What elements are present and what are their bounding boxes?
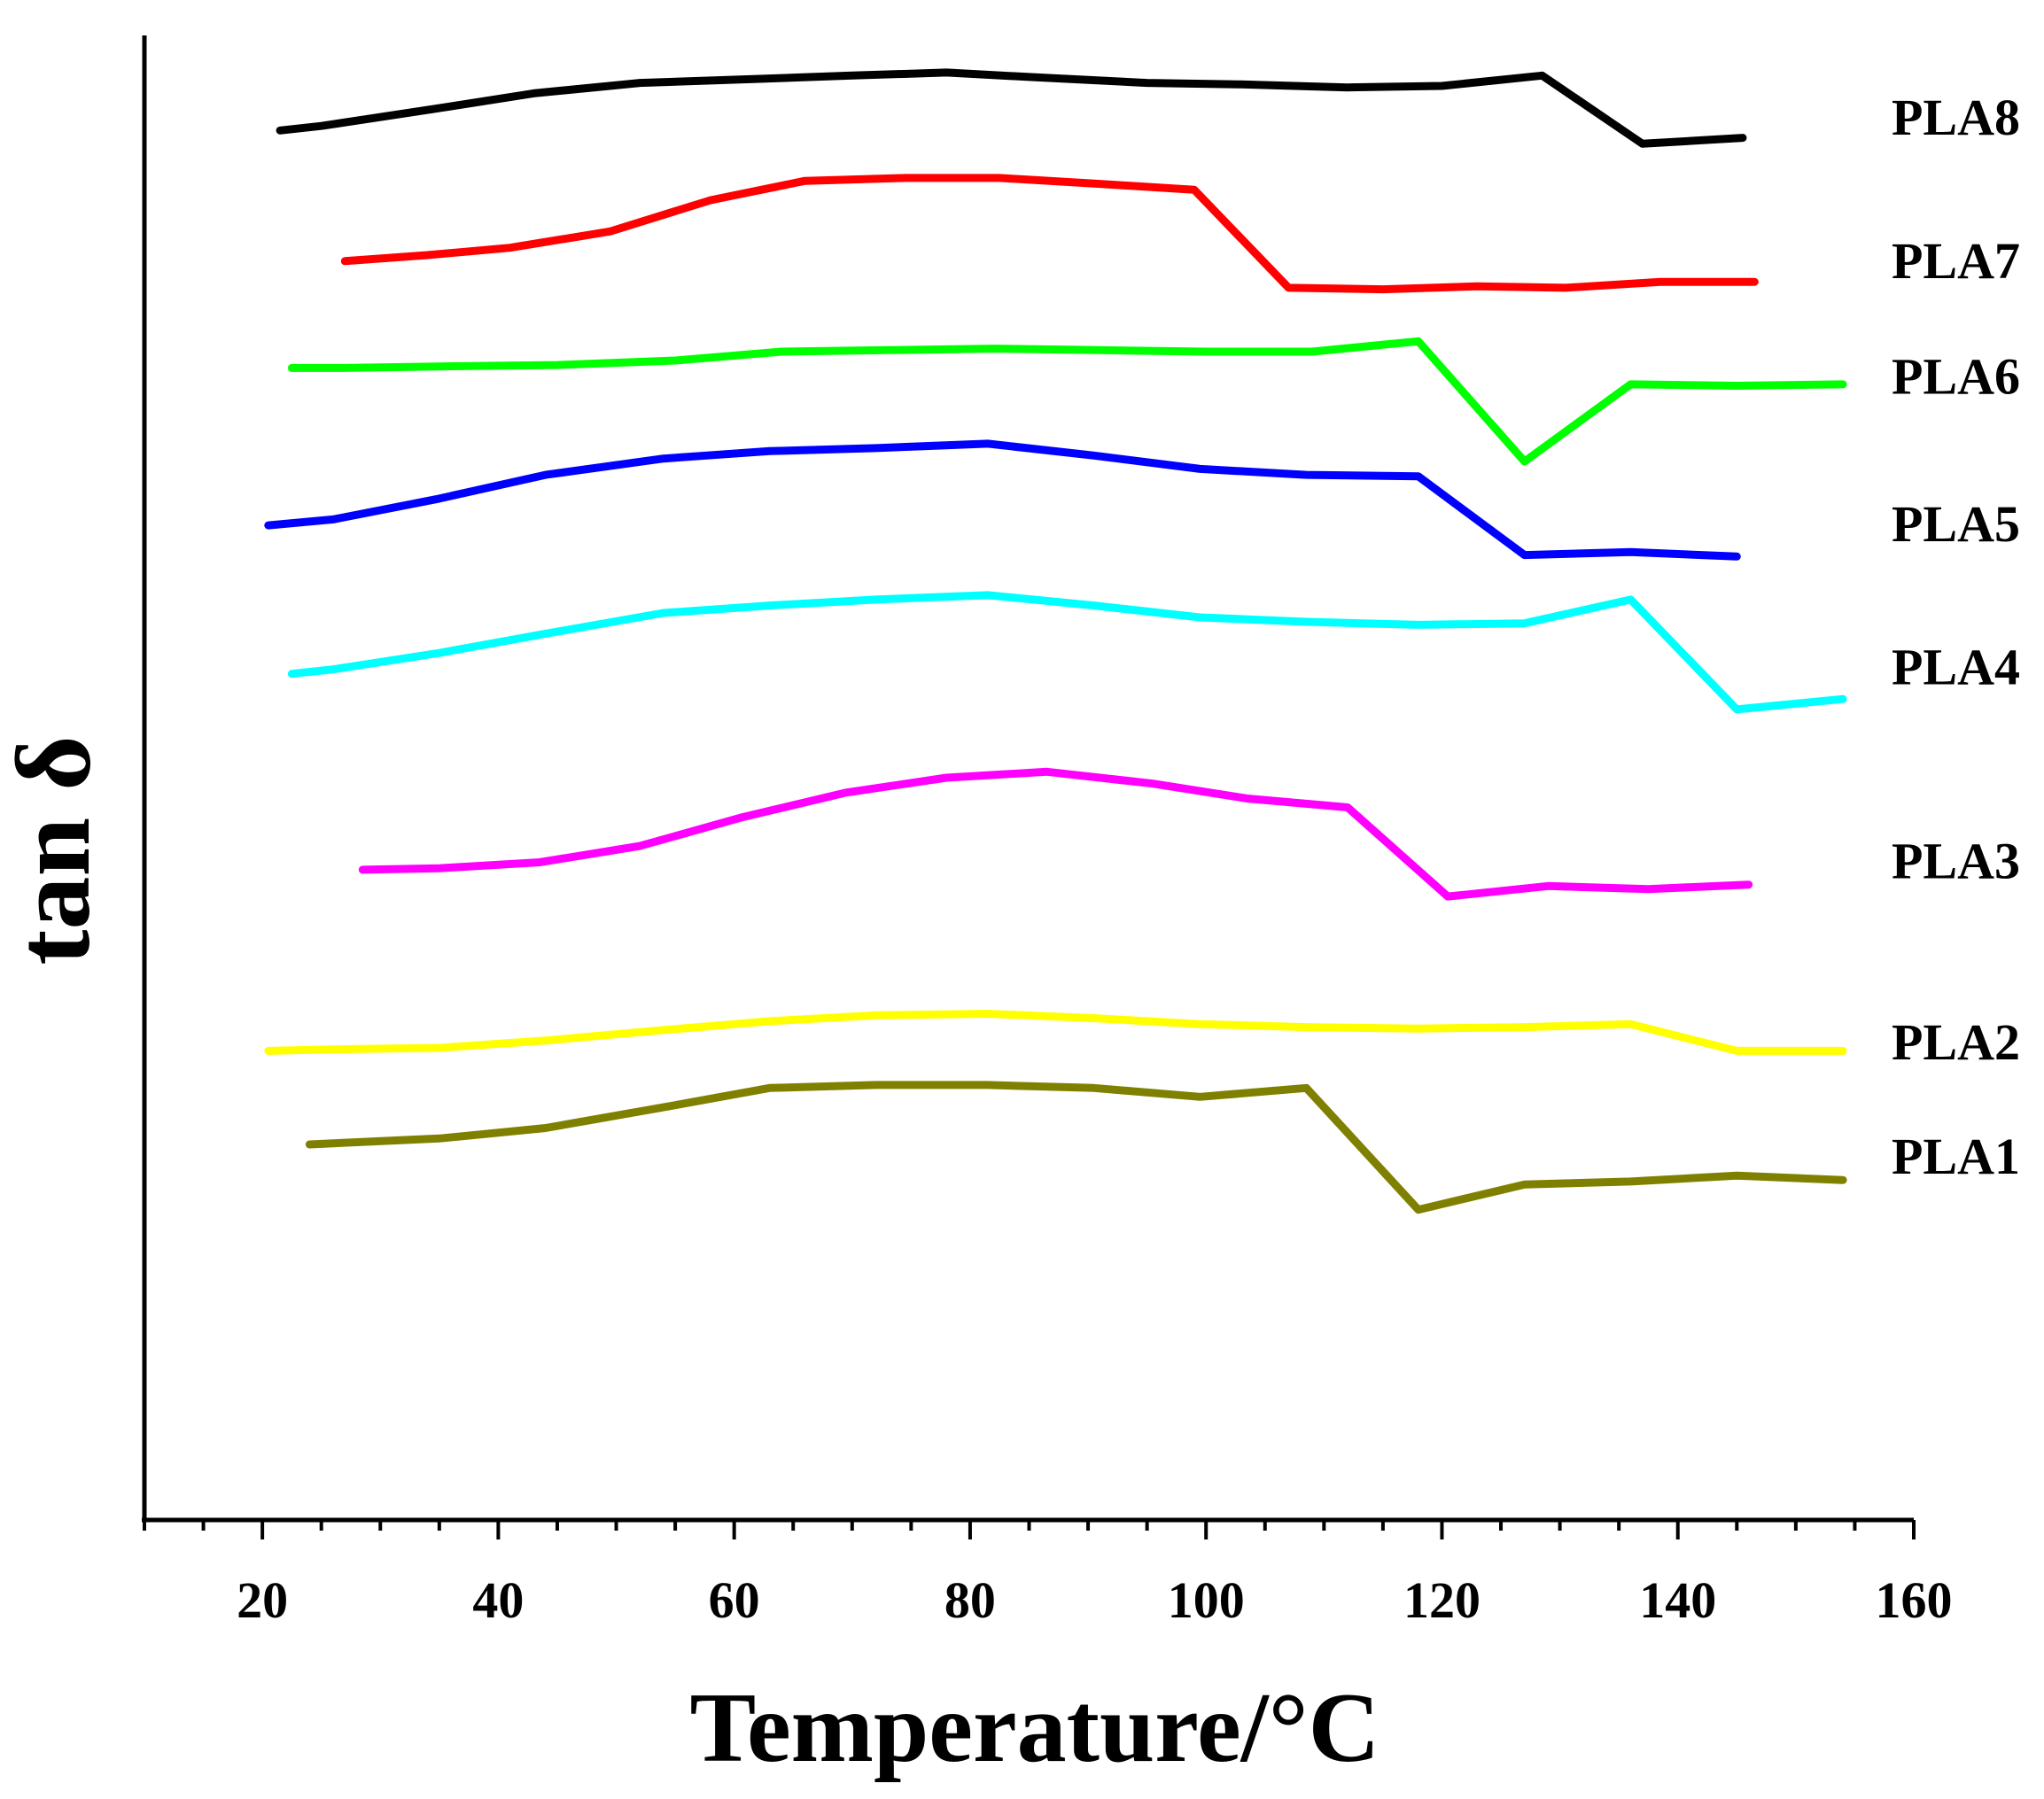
series-label-pla1: PLA1 xyxy=(1892,1128,2020,1185)
y-axis-title: tan δ xyxy=(0,736,112,965)
series-lines xyxy=(264,68,1847,1214)
series-line-pla8 xyxy=(276,68,1747,148)
series-line-pla4 xyxy=(287,591,1847,714)
series-label-pla2: PLA2 xyxy=(1892,1013,2020,1071)
x-tick-label: 60 xyxy=(709,1571,760,1629)
x-axis-title: Temperature/°C xyxy=(690,1673,1380,1783)
series-label-pla4: PLA4 xyxy=(1892,639,2020,696)
x-tick-labels: 20 40 60 80 100 120 140 160 xyxy=(237,1571,1952,1629)
series-label-pla8: PLA8 xyxy=(1892,89,2020,146)
x-tick-label: 120 xyxy=(1403,1571,1481,1629)
x-tick-label: 160 xyxy=(1876,1571,1953,1629)
series-line-pla1 xyxy=(305,1081,1847,1214)
series-labels: PLA8 PLA7 PLA6 PLA5 PLA4 PLA3 PLA2 PLA1 xyxy=(1892,89,2020,1185)
x-tick-label: 140 xyxy=(1639,1571,1716,1629)
series-label-pla5: PLA5 xyxy=(1892,495,2020,553)
x-tick-label: 20 xyxy=(237,1571,288,1629)
x-tick-label: 40 xyxy=(472,1571,524,1629)
series-line-pla7 xyxy=(340,174,1759,294)
series-line-pla5 xyxy=(264,439,1741,561)
series-line-pla3 xyxy=(358,767,1753,901)
series-line-pla6 xyxy=(287,337,1847,466)
series-label-pla6: PLA6 xyxy=(1892,348,2020,406)
series-label-pla3: PLA3 xyxy=(1892,833,2020,890)
series-line-pla2 xyxy=(264,1010,1847,1055)
series-label-pla7: PLA7 xyxy=(1892,232,2020,290)
x-tick-label: 80 xyxy=(944,1571,996,1629)
x-tick-label: 100 xyxy=(1168,1571,1245,1629)
x-ticks xyxy=(143,1520,1916,1539)
